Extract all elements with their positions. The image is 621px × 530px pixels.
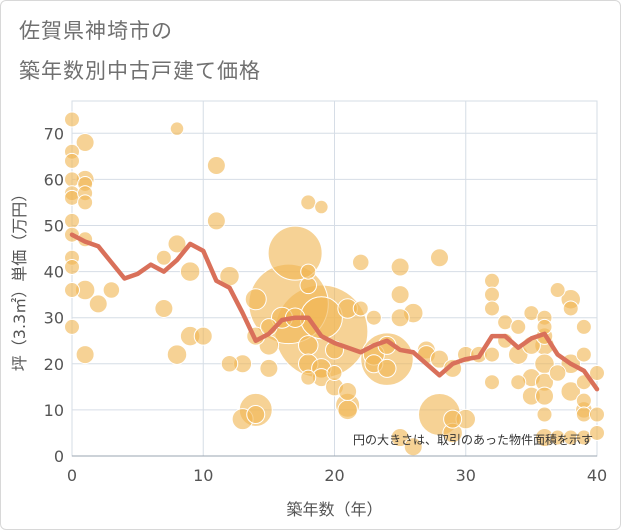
data-bubble bbox=[575, 346, 592, 363]
data-bubble bbox=[206, 211, 226, 231]
data-bubble bbox=[430, 248, 449, 268]
y-tick-label: 40 bbox=[44, 263, 64, 282]
data-bubble bbox=[64, 282, 80, 299]
data-bubble bbox=[510, 318, 527, 335]
data-bubble bbox=[326, 365, 343, 382]
data-bubble bbox=[589, 365, 605, 382]
x-tick-label: 20 bbox=[324, 466, 344, 485]
data-bubble bbox=[220, 355, 239, 373]
x-tick-label: 30 bbox=[456, 466, 476, 485]
data-bubble bbox=[64, 318, 80, 335]
data-bubble bbox=[64, 212, 80, 229]
data-bubble bbox=[155, 249, 172, 266]
data-bubble bbox=[338, 381, 358, 401]
y-tick-label: 20 bbox=[44, 355, 64, 374]
data-bubble bbox=[154, 298, 174, 318]
data-bubble bbox=[300, 194, 317, 211]
x-axis-title: 築年数（年） bbox=[286, 500, 382, 519]
data-bubble bbox=[536, 406, 553, 423]
data-bubble bbox=[560, 381, 581, 402]
data-bubble bbox=[206, 156, 226, 176]
data-bubble bbox=[166, 344, 188, 365]
data-bubble bbox=[246, 405, 266, 425]
data-bubble bbox=[430, 349, 449, 369]
x-tick-label: 40 bbox=[587, 466, 607, 485]
data-bubble bbox=[484, 272, 500, 289]
data-bubble bbox=[390, 308, 410, 328]
data-bubble bbox=[77, 194, 94, 211]
chart-title-line1: 佐賀県神埼市の bbox=[19, 19, 173, 43]
data-bubble bbox=[314, 199, 329, 215]
data-bubble bbox=[75, 132, 95, 152]
data-bubble bbox=[179, 261, 201, 282]
data-bubble bbox=[300, 369, 317, 386]
data-bubble bbox=[298, 335, 319, 356]
data-bubble bbox=[88, 294, 108, 314]
data-bubble bbox=[562, 300, 579, 317]
data-bubble bbox=[377, 358, 397, 378]
y-tick-label: 60 bbox=[44, 170, 64, 189]
data-bubble bbox=[390, 428, 410, 448]
data-bubble bbox=[337, 399, 358, 421]
data-bubble bbox=[548, 364, 567, 382]
data-bubble bbox=[575, 318, 592, 335]
data-bubble bbox=[64, 111, 80, 128]
x-tick-label: 0 bbox=[67, 466, 77, 485]
y-tick-label: 10 bbox=[44, 401, 64, 420]
data-bubble bbox=[300, 263, 317, 280]
data-bubble bbox=[443, 409, 463, 429]
data-bubble bbox=[390, 257, 410, 277]
bubble-size-note: 円の大きさは、取引のあった物件面積を示す bbox=[353, 432, 593, 447]
chart-title-line2: 築年数別中古戸建て価格 bbox=[19, 59, 261, 83]
data-bubble bbox=[193, 326, 213, 346]
data-bubble bbox=[589, 424, 605, 441]
data-bubble bbox=[259, 358, 279, 378]
data-bubble bbox=[510, 374, 527, 391]
data-bubble bbox=[64, 152, 80, 169]
data-bubble bbox=[575, 392, 592, 409]
data-bubble bbox=[549, 282, 566, 299]
data-bubble bbox=[75, 345, 95, 365]
data-bubble bbox=[535, 386, 554, 406]
y-tick-label: 70 bbox=[44, 124, 64, 143]
y-tick-label: 30 bbox=[44, 309, 64, 328]
data-bubble bbox=[299, 276, 317, 295]
x-tick-label: 10 bbox=[193, 466, 213, 485]
average-price-line bbox=[69, 232, 600, 392]
data-bubble bbox=[64, 258, 80, 275]
data-bubble bbox=[365, 309, 382, 326]
data-bubble bbox=[102, 281, 121, 299]
y-axis-title: 坪（3.3㎡）単価（万円） bbox=[10, 186, 29, 371]
data-bubble bbox=[484, 374, 500, 391]
data-bubble bbox=[390, 285, 410, 305]
y-tick-label: 0 bbox=[54, 447, 64, 466]
data-bubble bbox=[244, 288, 267, 311]
data-bubble bbox=[589, 406, 605, 423]
data-bubble bbox=[352, 300, 369, 317]
y-tick-label: 50 bbox=[44, 216, 64, 235]
data-bubble bbox=[352, 253, 370, 272]
data-bubble bbox=[167, 234, 187, 254]
data-bubble bbox=[169, 121, 185, 136]
data-bubble bbox=[484, 346, 500, 363]
data-bubble bbox=[484, 286, 500, 303]
data-bubble bbox=[484, 300, 500, 317]
